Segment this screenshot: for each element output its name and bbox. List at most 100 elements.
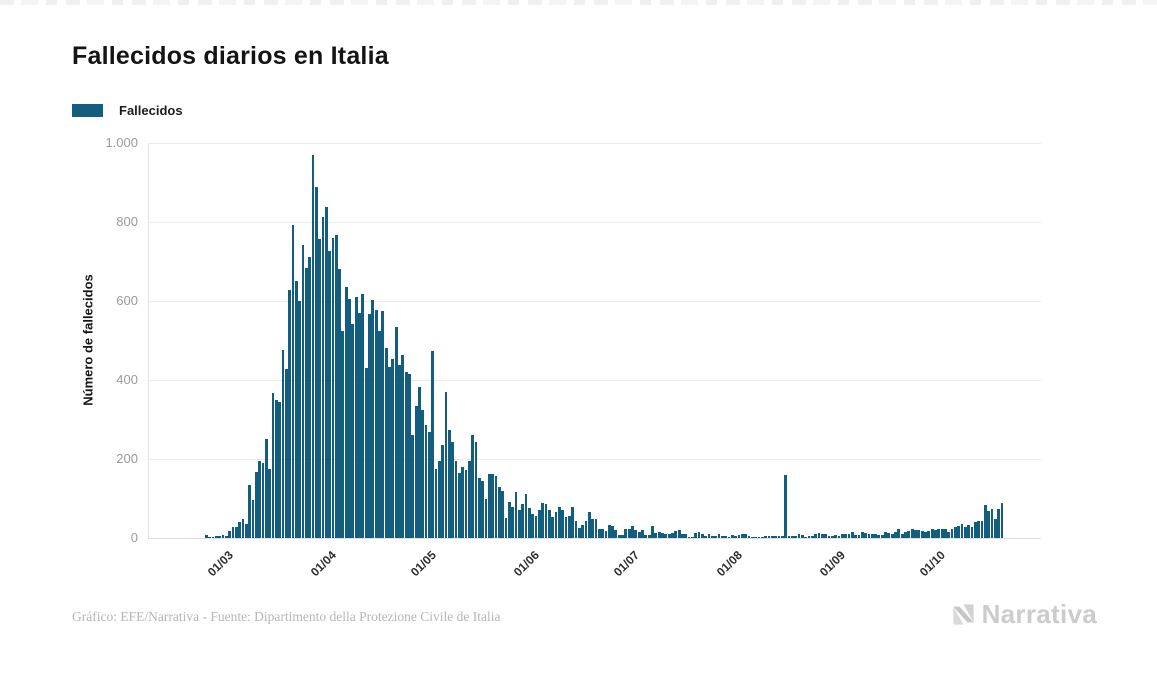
bar — [684, 534, 688, 538]
bar — [268, 468, 272, 538]
bar — [331, 237, 335, 538]
bar — [804, 536, 808, 538]
bar — [461, 467, 465, 538]
bar — [211, 537, 215, 538]
bar — [807, 536, 811, 538]
bar — [594, 518, 598, 538]
bar — [800, 535, 804, 538]
bar — [394, 327, 398, 538]
bar — [984, 505, 987, 538]
bar — [477, 477, 481, 538]
bar — [391, 358, 395, 538]
bar — [471, 434, 475, 538]
bar — [458, 472, 461, 538]
y-tick-label: 400 — [116, 372, 138, 387]
bar — [990, 509, 994, 538]
bar — [584, 521, 588, 538]
top-edge-artifact — [0, 0, 1157, 5]
bar — [248, 485, 252, 538]
bar — [784, 474, 788, 538]
bar — [850, 531, 854, 538]
bar — [930, 528, 934, 538]
gridline — [149, 222, 1041, 223]
bar — [641, 529, 644, 538]
bar — [324, 207, 328, 538]
bar — [904, 532, 907, 538]
bar — [404, 372, 408, 538]
bar — [241, 518, 245, 538]
bar — [501, 491, 505, 538]
bar — [924, 531, 927, 538]
bar — [601, 528, 604, 538]
bar — [368, 314, 371, 538]
bar — [691, 536, 694, 538]
brand-logo: Narrativa — [950, 599, 1097, 630]
bar — [231, 527, 235, 538]
narrativa-n-icon — [952, 604, 974, 625]
bar — [707, 534, 711, 538]
gridline — [149, 301, 1041, 302]
x-tick-label: 01/08 — [713, 548, 745, 580]
bar — [288, 290, 291, 538]
bar — [451, 442, 455, 538]
bar — [587, 511, 591, 538]
bar — [977, 521, 981, 538]
bar — [547, 509, 551, 538]
bar — [664, 534, 668, 538]
y-tick-label: 600 — [116, 293, 138, 308]
bar — [384, 347, 388, 538]
bar — [308, 256, 311, 538]
bar — [674, 531, 678, 538]
bar — [704, 535, 708, 538]
bar — [398, 365, 401, 538]
bar — [418, 387, 421, 538]
bar — [844, 534, 847, 538]
bar — [894, 532, 897, 538]
bar — [205, 535, 208, 538]
bar — [281, 350, 285, 538]
bar — [644, 534, 648, 538]
footer-credit: Gráfico: EFE/Narrativa - Fuente: Diparti… — [72, 609, 501, 624]
bar — [224, 536, 228, 538]
bar — [1000, 502, 1004, 538]
bar — [920, 531, 924, 538]
bar — [424, 425, 428, 538]
bar — [361, 293, 365, 538]
bar — [697, 532, 701, 538]
bar — [321, 217, 325, 538]
bar — [777, 536, 781, 538]
bar — [381, 310, 385, 538]
bar — [717, 533, 721, 538]
bar — [740, 534, 744, 538]
bar — [491, 474, 495, 538]
gridline — [149, 459, 1041, 460]
bar — [880, 534, 884, 538]
bar — [864, 532, 867, 538]
bar — [328, 250, 331, 538]
bar — [754, 536, 758, 538]
bar — [927, 530, 931, 538]
legend: Fallecidos — [72, 103, 183, 118]
bar — [701, 534, 704, 538]
bar — [897, 528, 901, 538]
gridline — [149, 538, 1041, 539]
bar — [780, 536, 784, 538]
bar — [541, 503, 544, 538]
bar — [358, 312, 361, 538]
bar — [611, 526, 614, 538]
y-tick-label: 800 — [116, 214, 138, 229]
bar — [597, 528, 601, 538]
bar — [577, 527, 581, 538]
bar — [254, 471, 258, 538]
bar — [524, 494, 528, 538]
bar — [348, 299, 351, 538]
bar — [950, 529, 954, 538]
bar — [567, 515, 571, 538]
bar — [504, 518, 508, 538]
bar — [511, 507, 515, 538]
bar — [837, 535, 841, 538]
bar — [537, 509, 541, 538]
x-tick-label: 01/10 — [916, 548, 948, 580]
bar — [371, 300, 375, 538]
bar — [657, 532, 661, 538]
